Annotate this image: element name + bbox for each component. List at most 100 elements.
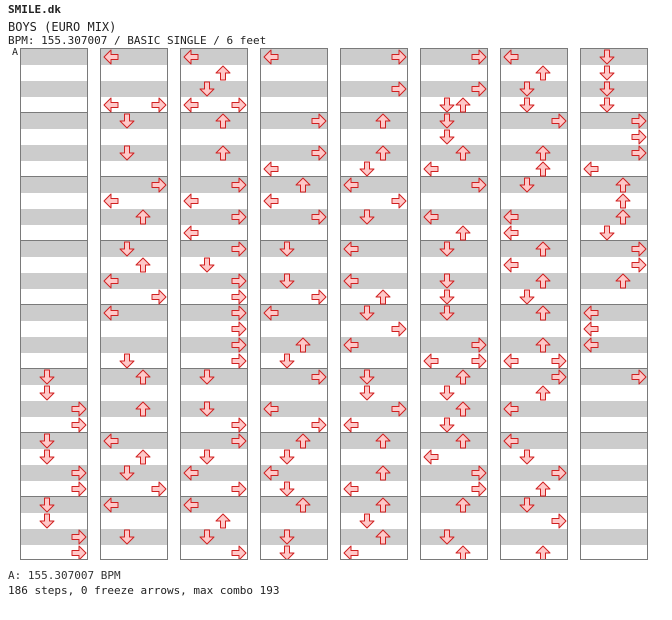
right-arrow-icon: [471, 81, 487, 97]
left-arrow-icon: [263, 305, 279, 321]
up-arrow-icon: [375, 145, 391, 161]
down-arrow-icon: [439, 385, 455, 401]
up-arrow-icon: [215, 113, 231, 129]
chart-meta: BPM: 155.307007 / BASIC SINGLE / 6 feet: [8, 34, 267, 47]
left-arrow-icon: [103, 49, 119, 65]
right-arrow-icon: [311, 145, 327, 161]
left-arrow-icon: [263, 193, 279, 209]
measure-divider: [181, 112, 247, 113]
down-arrow-icon: [199, 401, 215, 417]
right-arrow-icon: [231, 481, 247, 497]
down-arrow-icon: [119, 465, 135, 481]
down-arrow-icon: [39, 513, 55, 529]
right-arrow-icon: [151, 177, 167, 193]
up-arrow-icon: [375, 289, 391, 305]
right-arrow-icon: [71, 401, 87, 417]
measure-divider: [21, 176, 87, 177]
right-arrow-icon: [391, 321, 407, 337]
down-arrow-icon: [599, 81, 615, 97]
up-arrow-icon: [295, 497, 311, 513]
right-arrow-icon: [231, 289, 247, 305]
up-arrow-icon: [455, 369, 471, 385]
measure-divider: [181, 304, 247, 305]
measure-divider: [261, 112, 327, 113]
left-arrow-icon: [503, 209, 519, 225]
section-marker: A: [12, 47, 19, 58]
right-arrow-icon: [631, 113, 647, 129]
measure-divider: [421, 304, 487, 305]
down-arrow-icon: [359, 209, 375, 225]
measure-divider: [21, 496, 87, 497]
down-arrow-icon: [279, 273, 295, 289]
left-arrow-icon: [343, 417, 359, 433]
down-arrow-icon: [359, 305, 375, 321]
measure-divider: [581, 240, 647, 241]
right-arrow-icon: [311, 113, 327, 129]
right-arrow-icon: [471, 177, 487, 193]
right-arrow-icon: [311, 417, 327, 433]
down-arrow-icon: [439, 289, 455, 305]
left-arrow-icon: [423, 353, 439, 369]
chart-column: [20, 48, 88, 560]
left-arrow-icon: [103, 97, 119, 113]
down-arrow-icon: [199, 369, 215, 385]
measure-divider: [581, 496, 647, 497]
down-arrow-icon: [39, 385, 55, 401]
right-arrow-icon: [551, 465, 567, 481]
left-arrow-icon: [103, 193, 119, 209]
measure-divider: [261, 496, 327, 497]
left-arrow-icon: [343, 337, 359, 353]
down-arrow-icon: [599, 225, 615, 241]
right-arrow-icon: [71, 529, 87, 545]
up-arrow-icon: [375, 113, 391, 129]
measure-divider: [261, 304, 327, 305]
right-arrow-icon: [71, 545, 87, 559]
left-arrow-icon: [263, 161, 279, 177]
left-arrow-icon: [583, 305, 599, 321]
right-arrow-icon: [471, 465, 487, 481]
left-arrow-icon: [183, 497, 199, 513]
right-arrow-icon: [391, 49, 407, 65]
left-arrow-icon: [583, 321, 599, 337]
down-arrow-icon: [599, 49, 615, 65]
up-arrow-icon: [135, 449, 151, 465]
down-arrow-icon: [439, 129, 455, 145]
down-arrow-icon: [39, 433, 55, 449]
measure-divider: [581, 112, 647, 113]
up-arrow-icon: [535, 65, 551, 81]
down-arrow-icon: [519, 177, 535, 193]
measure-divider: [501, 176, 567, 177]
measure-divider: [21, 112, 87, 113]
up-arrow-icon: [535, 273, 551, 289]
right-arrow-icon: [231, 209, 247, 225]
right-arrow-icon: [471, 353, 487, 369]
left-arrow-icon: [423, 449, 439, 465]
up-arrow-icon: [295, 337, 311, 353]
left-arrow-icon: [503, 257, 519, 273]
left-arrow-icon: [183, 49, 199, 65]
right-arrow-icon: [551, 113, 567, 129]
chart-column: [420, 48, 488, 560]
down-arrow-icon: [439, 241, 455, 257]
measure-divider: [501, 432, 567, 433]
left-arrow-icon: [503, 433, 519, 449]
down-arrow-icon: [279, 241, 295, 257]
left-arrow-icon: [343, 481, 359, 497]
down-arrow-icon: [39, 369, 55, 385]
right-arrow-icon: [551, 353, 567, 369]
left-arrow-icon: [183, 465, 199, 481]
down-arrow-icon: [199, 257, 215, 273]
right-arrow-icon: [231, 353, 247, 369]
up-arrow-icon: [295, 177, 311, 193]
down-arrow-icon: [519, 81, 535, 97]
right-arrow-icon: [231, 273, 247, 289]
down-arrow-icon: [519, 289, 535, 305]
left-arrow-icon: [503, 401, 519, 417]
measure-divider: [181, 368, 247, 369]
up-arrow-icon: [375, 529, 391, 545]
left-arrow-icon: [503, 353, 519, 369]
down-arrow-icon: [279, 449, 295, 465]
left-arrow-icon: [503, 49, 519, 65]
up-arrow-icon: [135, 401, 151, 417]
